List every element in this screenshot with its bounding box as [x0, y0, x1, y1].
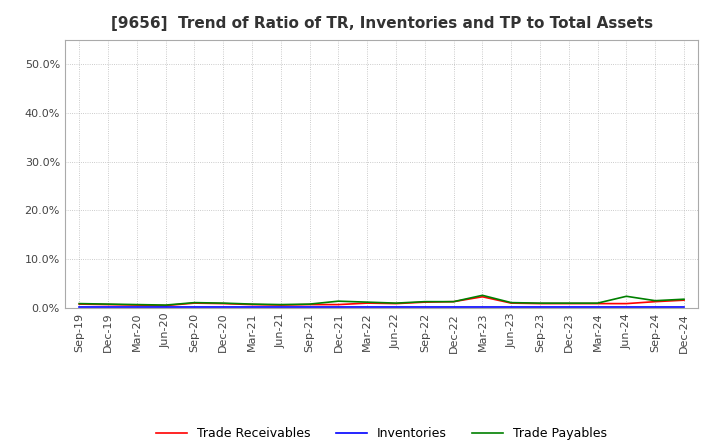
Trade Receivables: [651, 299, 660, 304]
Trade Receivables: [593, 301, 602, 306]
Trade Receivables: [305, 302, 314, 307]
Trade Payables: [276, 302, 285, 307]
Trade Payables: [507, 300, 516, 305]
Inventories: [392, 304, 400, 310]
Trade Payables: [449, 299, 458, 304]
Trade Payables: [536, 301, 544, 306]
Trade Receivables: [363, 301, 372, 306]
Trade Payables: [363, 300, 372, 305]
Line: Trade Payables: Trade Payables: [79, 295, 684, 305]
Trade Receivables: [478, 294, 487, 299]
Trade Payables: [593, 301, 602, 306]
Trade Receivables: [680, 297, 688, 303]
Trade Payables: [420, 299, 429, 304]
Trade Payables: [161, 302, 170, 308]
Trade Receivables: [276, 302, 285, 308]
Inventories: [248, 304, 256, 310]
Trade Receivables: [507, 301, 516, 306]
Inventories: [305, 304, 314, 310]
Inventories: [161, 304, 170, 310]
Trade Payables: [305, 301, 314, 307]
Inventories: [104, 304, 112, 310]
Legend: Trade Receivables, Inventories, Trade Payables: Trade Receivables, Inventories, Trade Pa…: [156, 427, 607, 440]
Trade Receivables: [219, 301, 228, 306]
Title: [9656]  Trend of Ratio of TR, Inventories and TP to Total Assets: [9656] Trend of Ratio of TR, Inventories…: [111, 16, 652, 32]
Inventories: [219, 304, 228, 310]
Inventories: [334, 304, 343, 310]
Trade Receivables: [420, 300, 429, 305]
Inventories: [507, 304, 516, 310]
Inventories: [190, 304, 199, 310]
Trade Receivables: [161, 303, 170, 308]
Inventories: [478, 304, 487, 310]
Trade Receivables: [75, 301, 84, 307]
Line: Trade Receivables: Trade Receivables: [79, 297, 684, 305]
Trade Receivables: [132, 302, 141, 308]
Trade Payables: [75, 301, 84, 306]
Trade Payables: [132, 302, 141, 307]
Inventories: [132, 304, 141, 310]
Trade Payables: [564, 301, 573, 306]
Inventories: [536, 304, 544, 310]
Trade Receivables: [248, 302, 256, 307]
Trade Receivables: [564, 301, 573, 306]
Trade Payables: [478, 293, 487, 298]
Inventories: [420, 304, 429, 310]
Trade Payables: [392, 301, 400, 306]
Trade Payables: [219, 301, 228, 306]
Trade Payables: [680, 297, 688, 302]
Inventories: [622, 304, 631, 310]
Trade Receivables: [536, 301, 544, 306]
Inventories: [363, 304, 372, 310]
Trade Payables: [334, 298, 343, 304]
Trade Payables: [190, 300, 199, 305]
Inventories: [276, 304, 285, 310]
Trade Payables: [651, 298, 660, 303]
Trade Receivables: [449, 299, 458, 304]
Trade Receivables: [104, 302, 112, 307]
Trade Receivables: [334, 302, 343, 307]
Inventories: [449, 304, 458, 310]
Inventories: [593, 304, 602, 310]
Trade Receivables: [622, 301, 631, 306]
Trade Receivables: [392, 301, 400, 306]
Inventories: [75, 304, 84, 310]
Inventories: [564, 304, 573, 310]
Trade Payables: [104, 301, 112, 307]
Inventories: [651, 304, 660, 310]
Trade Payables: [248, 301, 256, 307]
Trade Payables: [622, 293, 631, 299]
Trade Receivables: [190, 301, 199, 306]
Inventories: [680, 304, 688, 310]
